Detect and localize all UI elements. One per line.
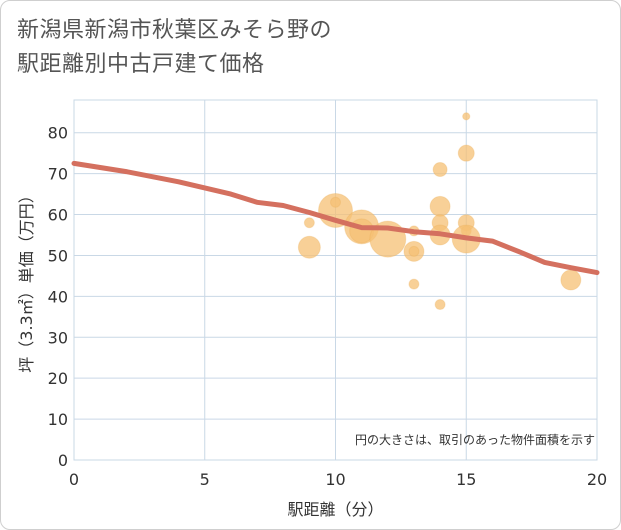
data-point-bubble	[408, 278, 420, 290]
data-point-bubble	[462, 112, 471, 121]
data-point-bubble	[457, 144, 475, 162]
y-tick-label: 40	[48, 287, 68, 306]
chart-title-line-2: 駅距離別中古戸建て価格	[17, 52, 265, 77]
size-note: 円の大きさは、取引のあった物件面積を示す	[355, 432, 595, 447]
data-point-bubble	[330, 196, 341, 208]
x-tick-label: 10	[325, 470, 345, 489]
trend-line	[71, 160, 600, 276]
data-point-bubble	[429, 195, 451, 217]
trend-line-group	[71, 160, 600, 276]
chart-title: 新潟県新潟市秋葉区みそら野の 駅距離別中古戸建て価格	[17, 14, 332, 82]
y-tick-label: 70	[48, 165, 68, 184]
y-axis-label: 坪（3.3㎡）単価（万円）	[17, 187, 36, 372]
x-axis-label: 駅距離（分）	[287, 500, 383, 519]
data-point-bubble	[434, 299, 446, 311]
y-tick-label: 0	[58, 451, 68, 470]
data-point-bubble	[303, 217, 315, 229]
y-tick-label: 50	[48, 246, 68, 265]
data-point-bubble	[408, 245, 420, 257]
y-tick-label: 30	[48, 328, 68, 347]
bubble-series	[297, 112, 582, 311]
data-point-bubble	[432, 162, 448, 178]
y-tick-label: 20	[48, 369, 68, 388]
x-tick-label: 15	[456, 470, 476, 489]
y-tick-label: 60	[48, 206, 68, 225]
data-point-bubble	[560, 269, 582, 291]
x-tick-label: 5	[200, 470, 210, 489]
y-tick-label: 10	[48, 410, 68, 429]
chart-title-line-1: 新潟県新潟市秋葉区みそら野の	[17, 18, 333, 43]
tick-labels: 0 10 20 30 40 50 60 70 80 0 5 10 15 20	[48, 124, 608, 489]
data-point-bubble	[297, 235, 321, 259]
y-tick-label: 80	[48, 124, 68, 143]
x-tick-label: 20	[587, 470, 607, 489]
x-tick-label: 0	[69, 470, 79, 489]
grid-lines	[73, 99, 598, 461]
